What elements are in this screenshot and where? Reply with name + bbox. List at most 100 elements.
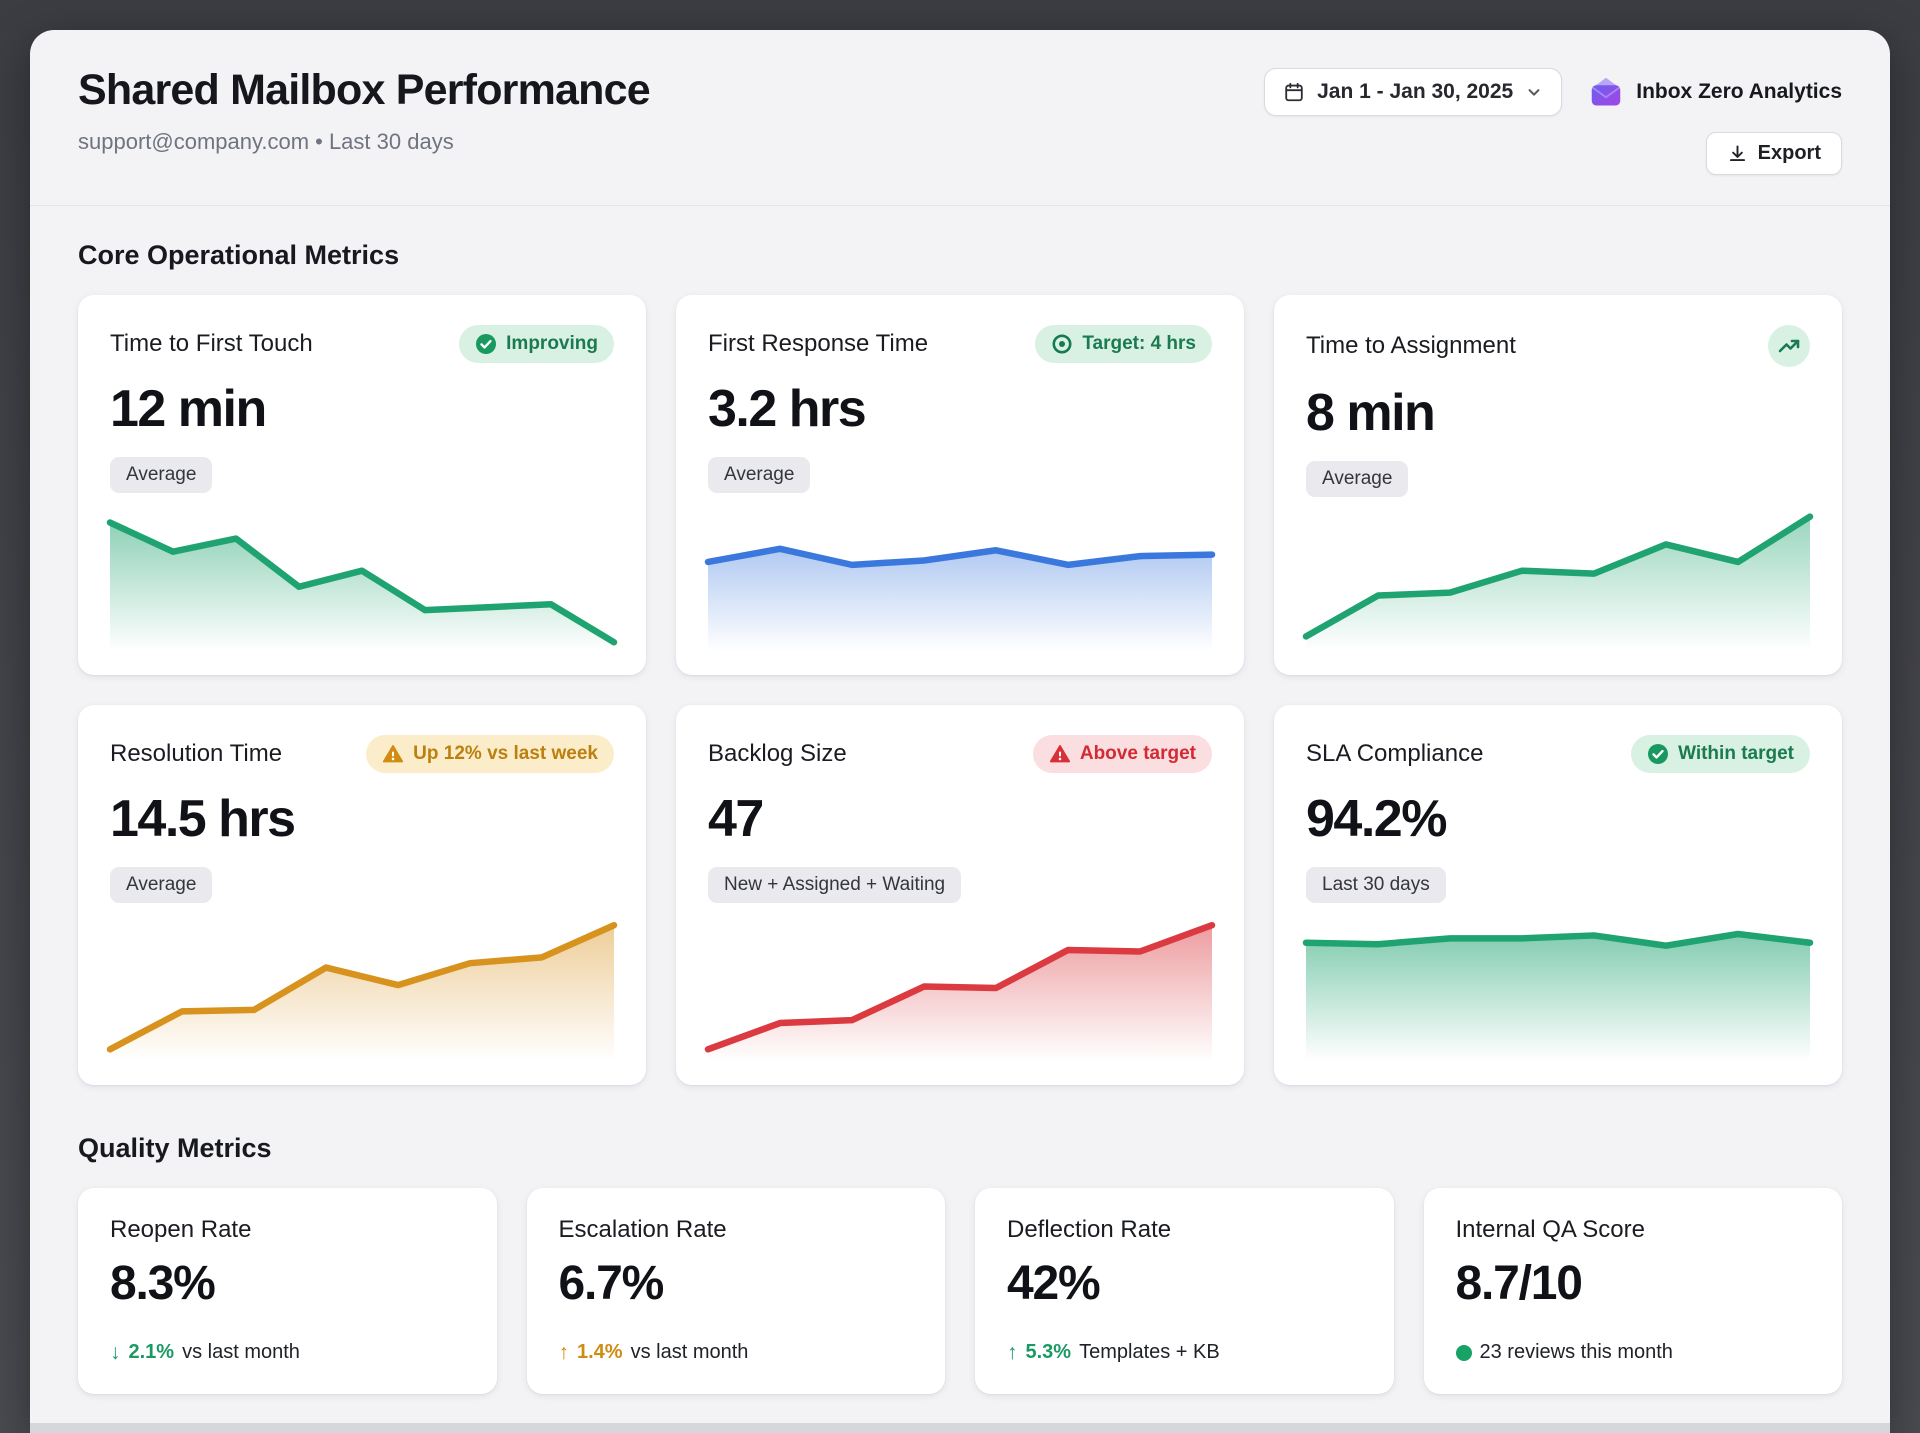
metric-context-chip: Average: [1306, 461, 1409, 497]
delta-text: Templates + KB: [1079, 1341, 1220, 1363]
brand-name: Inbox Zero Analytics: [1636, 80, 1842, 103]
warning-triangle-icon: [383, 745, 404, 763]
metric-value: 3.2 hrs: [708, 380, 867, 438]
status-badge-within-target: Within target: [1631, 735, 1810, 773]
section-heading-quality: Quality Metrics: [78, 1133, 272, 1163]
export-button[interactable]: Export: [1705, 132, 1842, 175]
sparkline-chart: [110, 505, 614, 651]
green-dot-icon: [1455, 1344, 1472, 1361]
metric-title: Reopen Rate: [110, 1216, 252, 1243]
status-badge-alert: Above target: [1032, 735, 1212, 773]
header-right-top: Jan 1 - Jan 30, 2025 Inbox Zero Analytic…: [1264, 68, 1842, 116]
metric-card-internal-qa-score: Internal QA Score 8.7/10 23 reviews this…: [1423, 1188, 1842, 1394]
metric-value: 47: [708, 790, 764, 848]
arrow-up-icon: ↑: [558, 1341, 570, 1364]
metric-title: Resolution Time: [110, 740, 283, 767]
card-header-row: Backlog Size Above target: [708, 735, 1212, 773]
status-badge-improving: Improving: [459, 325, 614, 363]
metric-title: Time to First Touch: [110, 330, 313, 357]
card-header-row: SLA Compliance Within target: [1306, 735, 1810, 773]
metric-value: 94.2%: [1306, 790, 1447, 848]
quality-metrics-grid: Reopen Rate 8.3% ↓ 2.1% vs last month Es…: [78, 1188, 1842, 1394]
download-icon: [1729, 145, 1745, 162]
metric-value: 8.3%: [110, 1257, 216, 1310]
delta-value: 2.1%: [128, 1341, 175, 1363]
delta-row: 23 reviews this month: [1455, 1341, 1811, 1364]
status-badge-target: Target: 4 hrs: [1035, 325, 1212, 363]
metric-context-chip: Average: [708, 457, 811, 493]
dashboard-header: Shared Mailbox Performance support@compa…: [30, 30, 1890, 206]
sparkline-chart: [708, 915, 1212, 1061]
sparkline-chart: [110, 915, 614, 1061]
card-header-row: Time to First Touch Improving: [110, 325, 614, 363]
brand: Inbox Zero Analytics: [1588, 74, 1842, 110]
metric-title: Internal QA Score: [1455, 1216, 1645, 1243]
calendar-icon: [1285, 82, 1303, 102]
metric-value: 42%: [1007, 1257, 1101, 1310]
trending-up-icon: [1778, 339, 1800, 353]
dashboard-panel: Shared Mailbox Performance support@compa…: [30, 30, 1890, 1433]
delta-value: 1.4%: [577, 1341, 623, 1363]
metric-card-time-to-first-touch: Time to First Touch Improving 12 min Ave…: [78, 295, 646, 675]
check-circle-icon: [1648, 744, 1669, 764]
date-range-picker[interactable]: Jan 1 - Jan 30, 2025: [1264, 68, 1563, 116]
delta-text: vs last month: [630, 1341, 749, 1363]
metric-card-deflection-rate: Deflection Rate 42% ↑ 5.3% Templates + K…: [975, 1188, 1394, 1394]
arrow-down-icon: ↓: [110, 1341, 121, 1364]
metric-title: SLA Compliance: [1306, 740, 1484, 767]
delta-row: ↓ 2.1% vs last month: [110, 1341, 465, 1364]
sparkline-chart: [1306, 505, 1810, 651]
trend-up-badge: [1768, 325, 1810, 367]
mailbox-subtitle: support@company.com • Last 30 days: [78, 129, 454, 154]
metric-card-resolution-time: Resolution Time Up 12% vs last week 14.5…: [78, 705, 646, 1085]
inbox-zero-logo-icon: [1591, 77, 1621, 106]
metric-context-chip: Average: [110, 867, 213, 903]
status-badge-warning: Up 12% vs last week: [366, 735, 614, 773]
delta-value: 5.3%: [1025, 1341, 1072, 1363]
warning-triangle-icon: [1049, 745, 1070, 763]
arrow-up-icon: ↑: [1007, 1341, 1018, 1364]
metric-card-escalation-rate: Escalation Rate 6.7% ↑ 1.4% vs last mont…: [526, 1188, 945, 1394]
status-badge-label: Up 12% vs last week: [413, 743, 598, 764]
export-label: Export: [1757, 142, 1821, 164]
card-header-row: First Response Time Target: 4 hrs: [708, 325, 1212, 363]
metric-title: Deflection Rate: [1007, 1216, 1172, 1243]
metric-title: Backlog Size: [708, 740, 847, 767]
delta-row: ↑ 5.3% Templates + KB: [1007, 1341, 1362, 1364]
metric-context-chip: New + Assigned + Waiting: [708, 867, 962, 903]
metric-value: 12 min: [110, 380, 267, 438]
metric-card-sla-compliance: SLA Compliance Within target 94.2% Last …: [1274, 705, 1842, 1085]
below-fold-edge: [30, 1423, 1890, 1433]
metric-card-backlog-size: Backlog Size Above target 47 New + Assig…: [676, 705, 1244, 1085]
status-badge-label: Within target: [1678, 743, 1794, 764]
section-heading-core: Core Operational Metrics: [78, 240, 400, 270]
metric-title: Time to Assignment: [1306, 332, 1516, 359]
delta-row: ↑ 1.4% vs last month: [559, 1341, 914, 1364]
target-icon: [1052, 334, 1072, 354]
chevron-down-icon: [1528, 89, 1540, 96]
page-title: Shared Mailbox Performance: [78, 66, 651, 114]
metric-value: 6.7%: [558, 1257, 665, 1310]
metric-context-chip: Last 30 days: [1306, 867, 1446, 903]
metric-title: Escalation Rate: [558, 1216, 727, 1243]
check-circle-icon: [476, 334, 497, 354]
card-header-row: Resolution Time Up 12% vs last week: [110, 735, 614, 773]
sparkline-chart: [708, 505, 1212, 651]
metric-value: 8.7/10: [1455, 1257, 1583, 1310]
date-range-label: Jan 1 - Jan 30, 2025: [1317, 80, 1514, 103]
status-badge-label: Improving: [506, 333, 598, 354]
sparkline-chart: [1306, 915, 1810, 1061]
metric-context-chip: Average: [110, 457, 213, 493]
core-metrics-grid: Time to First Touch Improving 12 min Ave…: [78, 295, 1842, 1085]
metric-title: First Response Time: [708, 330, 929, 357]
metric-value: 8 min: [1306, 384, 1436, 442]
metric-card-time-to-assignment: Time to Assignment 8 min Average: [1274, 295, 1842, 675]
metric-value: 14.5 hrs: [110, 790, 296, 848]
card-header-row: Time to Assignment: [1306, 325, 1810, 367]
delta-text: vs last month: [182, 1341, 300, 1363]
header-right: Jan 1 - Jan 30, 2025 Inbox Zero Analytic…: [1264, 64, 1842, 175]
header-left: Shared Mailbox Performance support@compa…: [78, 64, 651, 155]
delta-text: 23 reviews this month: [1479, 1341, 1673, 1363]
metric-card-reopen-rate: Reopen Rate 8.3% ↓ 2.1% vs last month: [78, 1188, 497, 1394]
